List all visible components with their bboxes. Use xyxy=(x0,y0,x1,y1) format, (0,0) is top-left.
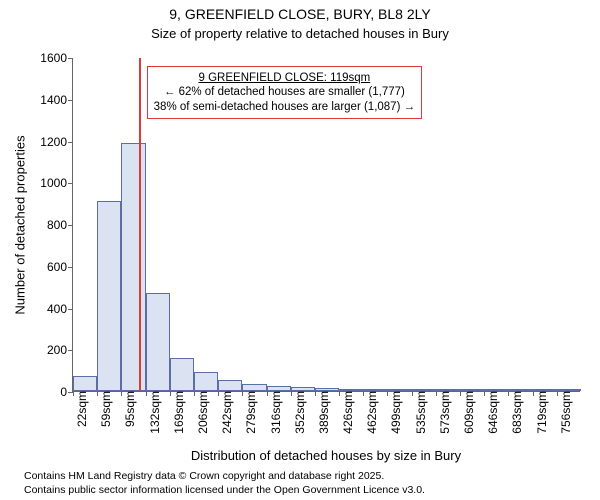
annotation-line: 38% of semi-detached houses are larger (… xyxy=(154,100,415,114)
x-tick-label: 169sqm xyxy=(166,391,186,434)
x-tick-label: 426sqm xyxy=(335,391,355,434)
x-tick-label: 646sqm xyxy=(480,391,500,434)
x-tick-mark xyxy=(73,391,74,396)
y-tick-mark xyxy=(68,100,73,101)
histogram-bar xyxy=(146,293,170,391)
histogram-bar xyxy=(73,376,97,391)
x-tick-label: 242sqm xyxy=(214,391,234,434)
x-tick-mark xyxy=(121,391,122,396)
histogram-bar xyxy=(170,358,194,391)
y-tick-mark xyxy=(68,225,73,226)
y-tick-mark xyxy=(68,183,73,184)
x-tick-label: 352sqm xyxy=(287,391,307,434)
x-tick-mark xyxy=(315,391,316,396)
x-tick-mark xyxy=(436,391,437,396)
property-marker-line xyxy=(139,58,141,391)
x-tick-mark xyxy=(146,391,147,396)
x-tick-mark xyxy=(412,391,413,396)
x-tick-label: 683sqm xyxy=(504,391,524,434)
histogram-bar xyxy=(242,384,266,391)
x-tick-label: 389sqm xyxy=(311,391,331,434)
y-tick-mark xyxy=(68,309,73,310)
x-tick-mark xyxy=(363,391,364,396)
y-axis-label: Number of detached properties xyxy=(13,135,28,314)
x-tick-mark xyxy=(460,391,461,396)
x-tick-mark xyxy=(484,391,485,396)
histogram-bar xyxy=(121,143,145,391)
x-axis-label: Distribution of detached houses by size … xyxy=(72,448,580,463)
x-tick-label: 59sqm xyxy=(93,391,113,427)
annotation-box: 9 GREENFIELD CLOSE: 119sqm← 62% of detac… xyxy=(147,66,422,119)
x-tick-label: 499sqm xyxy=(383,391,403,434)
x-tick-label: 22sqm xyxy=(69,391,89,427)
x-tick-label: 609sqm xyxy=(456,391,476,434)
x-tick-label: 573sqm xyxy=(432,391,452,434)
x-tick-mark xyxy=(170,391,171,396)
x-tick-mark xyxy=(508,391,509,396)
x-tick-label: 756sqm xyxy=(553,391,573,434)
x-tick-mark xyxy=(97,391,98,396)
annotation-line: 9 GREENFIELD CLOSE: 119sqm xyxy=(154,71,415,85)
x-tick-label: 719sqm xyxy=(529,391,549,434)
chart-container: 9, GREENFIELD CLOSE, BURY, BL8 2LY Size … xyxy=(0,0,600,500)
attribution-line1: Contains HM Land Registry data © Crown c… xyxy=(24,470,384,482)
chart-title-line2: Size of property relative to detached ho… xyxy=(0,26,600,41)
x-tick-label: 535sqm xyxy=(408,391,428,434)
chart-title-line1: 9, GREENFIELD CLOSE, BURY, BL8 2LY xyxy=(0,6,600,22)
attribution-line2: Contains public sector information licen… xyxy=(24,484,425,496)
x-tick-label: 279sqm xyxy=(238,391,258,434)
x-tick-label: 206sqm xyxy=(190,391,210,434)
histogram-bar xyxy=(218,380,242,391)
x-tick-mark xyxy=(218,391,219,396)
y-tick-mark xyxy=(68,58,73,59)
x-tick-mark xyxy=(339,391,340,396)
histogram-bar xyxy=(97,201,121,391)
x-tick-label: 132sqm xyxy=(142,391,162,434)
x-tick-mark xyxy=(557,391,558,396)
annotation-line: ← 62% of detached houses are smaller (1,… xyxy=(154,85,415,99)
x-tick-mark xyxy=(194,391,195,396)
x-tick-mark xyxy=(291,391,292,396)
y-tick-mark xyxy=(68,267,73,268)
x-tick-label: 95sqm xyxy=(117,391,137,427)
x-tick-mark xyxy=(242,391,243,396)
x-tick-mark xyxy=(387,391,388,396)
y-tick-mark xyxy=(68,350,73,351)
x-tick-label: 316sqm xyxy=(263,391,283,434)
x-tick-mark xyxy=(533,391,534,396)
y-tick-mark xyxy=(68,142,73,143)
histogram-bar xyxy=(194,372,218,391)
x-tick-mark xyxy=(267,391,268,396)
plot-area: 0200400600800100012001400160022sqm59sqm9… xyxy=(72,58,580,392)
x-tick-label: 462sqm xyxy=(359,391,379,434)
